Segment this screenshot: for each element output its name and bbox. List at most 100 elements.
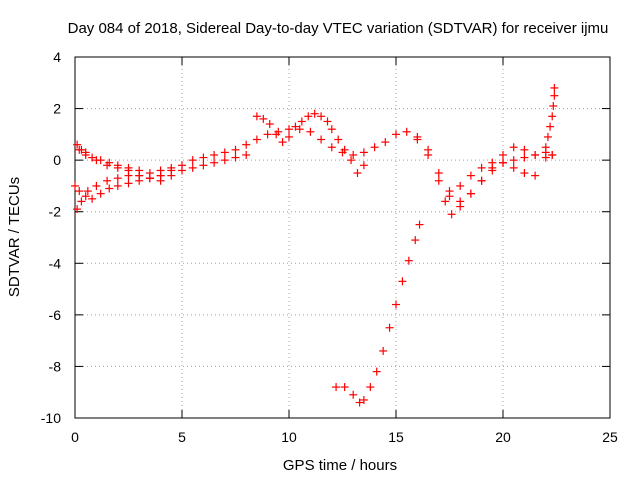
data-point xyxy=(295,125,304,134)
data-point xyxy=(88,153,97,162)
y-tick-label: -10 xyxy=(41,410,61,426)
data-point xyxy=(113,181,122,190)
data-point xyxy=(199,153,208,162)
y-axis-label: SDTVAR / TECUs xyxy=(6,177,23,297)
data-point xyxy=(366,383,375,392)
data-point xyxy=(349,390,358,399)
data-point xyxy=(188,163,197,172)
data-point xyxy=(263,130,272,139)
data-point xyxy=(379,346,388,355)
data-point xyxy=(77,197,86,206)
data-point xyxy=(477,163,486,172)
data-point xyxy=(359,395,368,404)
data-point xyxy=(332,383,341,392)
y-tick-labels: -10 -8 -6 -4 -2 0 2 4 xyxy=(41,49,61,426)
data-point xyxy=(252,135,261,144)
data-point xyxy=(349,150,358,159)
data-point xyxy=(81,192,90,201)
data-point xyxy=(81,148,90,157)
data-point xyxy=(291,122,300,131)
data-point xyxy=(310,109,319,118)
data-point xyxy=(353,169,362,178)
x-tick-label: 25 xyxy=(602,429,618,445)
data-point xyxy=(359,148,368,157)
data-point xyxy=(434,176,443,185)
x-tick-label: 10 xyxy=(281,429,297,445)
data-point xyxy=(550,91,559,100)
data-point xyxy=(272,130,281,139)
data-point xyxy=(77,145,86,154)
data-point xyxy=(231,145,240,154)
data-point xyxy=(297,117,306,126)
data-point xyxy=(306,127,315,136)
data-point xyxy=(188,156,197,165)
data-point xyxy=(145,174,154,183)
data-point xyxy=(456,202,465,211)
data-point xyxy=(546,122,555,131)
data-point xyxy=(424,145,433,154)
data-point xyxy=(75,187,84,196)
data-point xyxy=(392,300,400,309)
data-point xyxy=(220,148,229,157)
y-tick-label: 2 xyxy=(53,101,61,117)
data-point xyxy=(210,158,219,167)
data-point xyxy=(509,143,518,152)
data-point xyxy=(381,138,390,147)
data-point xyxy=(372,367,381,376)
data-point xyxy=(105,184,114,193)
data-point xyxy=(242,150,251,159)
data-point xyxy=(96,189,105,198)
data-point xyxy=(327,125,336,134)
data-point xyxy=(392,130,400,139)
data-point xyxy=(347,156,356,165)
grid xyxy=(75,57,610,418)
data-point xyxy=(385,323,394,332)
data-point xyxy=(285,125,293,134)
data-point xyxy=(499,158,507,167)
y-tick-label: -6 xyxy=(49,307,62,323)
x-tick-label: 0 xyxy=(71,429,79,445)
axis-ticks xyxy=(74,56,611,419)
data-point xyxy=(531,171,540,180)
y-tick-label: 4 xyxy=(53,49,61,65)
data-point xyxy=(340,383,349,392)
y-tick-label: -4 xyxy=(49,255,62,271)
data-point xyxy=(340,145,349,154)
data-point xyxy=(73,140,82,149)
data-points xyxy=(71,83,559,407)
data-point xyxy=(488,158,497,167)
x-tick-label: 5 xyxy=(178,429,186,445)
data-point xyxy=(252,112,261,121)
data-point xyxy=(404,256,413,265)
data-point xyxy=(456,181,465,190)
data-point xyxy=(548,112,557,121)
data-point xyxy=(103,176,112,185)
data-point xyxy=(278,138,287,147)
data-point xyxy=(92,181,101,190)
data-point xyxy=(113,161,122,170)
data-point xyxy=(317,135,326,144)
y-tick-label: 0 xyxy=(53,152,61,168)
data-point xyxy=(520,169,529,178)
data-point xyxy=(355,398,364,407)
data-point xyxy=(445,192,454,201)
data-point xyxy=(466,171,475,180)
data-point xyxy=(167,166,176,175)
data-point xyxy=(541,143,550,152)
data-point xyxy=(220,156,229,165)
chart-title: Day 084 of 2018, Sidereal Day-to-day VTE… xyxy=(68,20,609,37)
data-point xyxy=(327,143,336,152)
x-tick-labels: 0 5 10 15 20 25 xyxy=(71,429,618,445)
data-point xyxy=(499,150,507,159)
data-point xyxy=(520,145,529,154)
data-point xyxy=(242,140,251,149)
data-point xyxy=(304,112,313,121)
data-point xyxy=(265,120,274,129)
data-point xyxy=(549,101,558,110)
data-point xyxy=(520,153,529,162)
data-point xyxy=(285,132,293,141)
x-axis-label: GPS time / hours xyxy=(283,457,397,474)
data-point xyxy=(402,127,411,136)
data-point xyxy=(509,163,518,172)
y-tick-label: -8 xyxy=(49,358,62,374)
